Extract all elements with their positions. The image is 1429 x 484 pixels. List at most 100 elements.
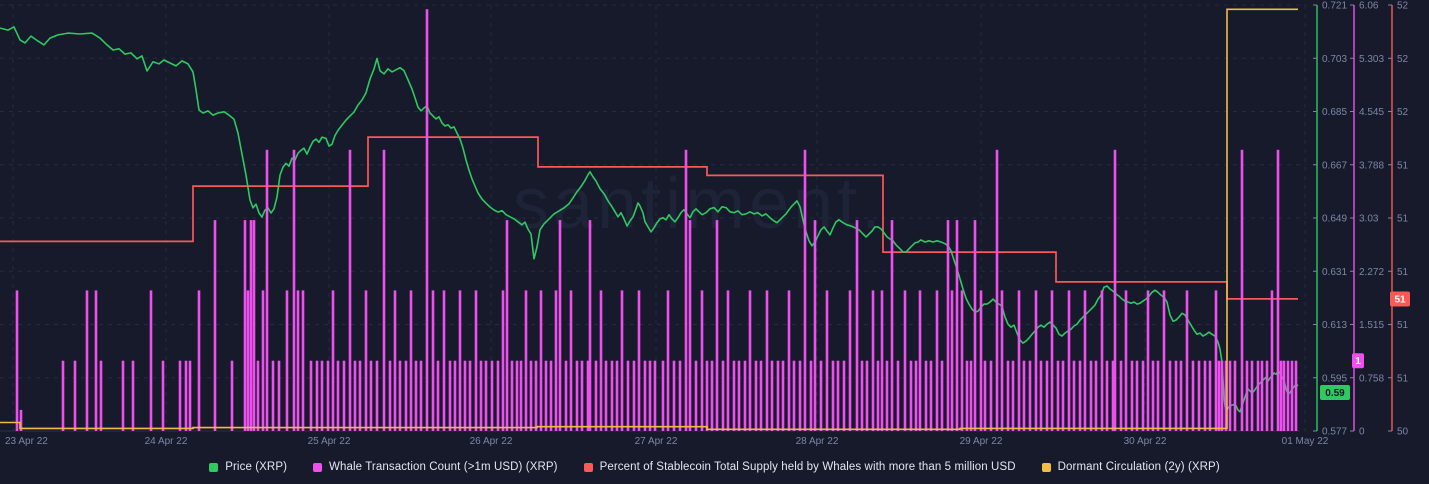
legend-item-0[interactable]: Price (XRP): [209, 461, 287, 473]
whale-transaction-bar: [787, 290, 791, 431]
whale-transaction-bar: [161, 360, 165, 431]
whale-transaction-bar: [825, 290, 829, 431]
price-chart-canvas[interactable]: santiment.0.7210.7030.6850.6670.6490.631…: [0, 0, 1429, 452]
whale-transaction-bar: [292, 149, 296, 432]
whale-transaction-bar: [890, 220, 894, 431]
whale-transaction-bar: [1270, 290, 1274, 431]
whale-transaction-bar: [969, 360, 973, 431]
whale-transaction-bar: [1197, 360, 1201, 431]
whale-transaction-bar: [1111, 360, 1115, 431]
whale-transaction-bar: [271, 360, 275, 431]
whale-transaction-bar: [558, 220, 562, 431]
whale-transaction-bar: [1279, 360, 1283, 431]
legend-label: Whale Transaction Count (>1m USD) (XRP): [329, 461, 558, 473]
whale-transaction-bar: [792, 360, 796, 431]
whale-transaction-bar: [501, 290, 505, 431]
stablecoin-axis-tick-label: 51: [1397, 214, 1409, 225]
whale-transaction-bar: [1124, 290, 1128, 431]
price-axis-tick-label: 0.631: [1322, 267, 1347, 278]
whale-transaction-bar: [99, 360, 103, 431]
whale-transaction-bar: [1050, 290, 1054, 431]
price-axis-tick-label: 0.685: [1322, 107, 1347, 118]
whale-transaction-bar: [184, 360, 188, 431]
whale-transaction-bar: [1208, 360, 1212, 431]
stablecoin-supply-step-line: [0, 136, 1298, 300]
whale-transaction-bar: [342, 360, 346, 431]
whale-transaction-bar: [918, 290, 922, 431]
whale-transaction-bar: [515, 360, 519, 431]
whale-last-value-badge: [1352, 353, 1364, 369]
whale-transaction-bar: [836, 360, 840, 431]
whale-transaction-bar: [737, 360, 741, 431]
whale-transaction-bar: [831, 360, 835, 431]
whale-transaction-bar: [1174, 360, 1178, 431]
whale-transaction-bar: [1061, 360, 1065, 431]
whale-transaction-bar: [615, 360, 619, 431]
whale-transaction-bar: [1290, 360, 1294, 431]
stablecoin-axis-tick-label: 51: [1397, 160, 1409, 171]
whale-transaction-bar: [348, 149, 352, 432]
whale-transaction-bar: [510, 360, 514, 431]
whale-transaction-bar: [569, 290, 573, 431]
whale-transaction-bar: [876, 360, 880, 431]
whale-transaction-bar: [539, 290, 543, 431]
whale-transaction-bar: [626, 360, 630, 431]
whale-transaction-bar: [315, 360, 319, 431]
whale-transaction-bar: [1168, 360, 1172, 431]
whale-transaction-bar: [1203, 360, 1207, 431]
whale-transaction-bar: [436, 360, 440, 431]
whale-axis-tick-label: 4.545: [1359, 107, 1384, 118]
whale-axis-tick-label: 0.758: [1359, 373, 1384, 384]
legend-label: Price (XRP): [225, 461, 288, 473]
whale-transaction-bar: [490, 360, 494, 431]
stablecoin-axis-tick-label: 51: [1397, 320, 1409, 331]
stablecoin-axis-tick-label: 52: [1397, 54, 1409, 65]
whale-axis-tick-label: 0: [1359, 427, 1365, 438]
legend-item-3[interactable]: Dormant Circulation (2y) (XRP): [1041, 461, 1220, 473]
price-axis-tick-label: 0.721: [1322, 1, 1347, 12]
whale-transaction-bar: [929, 360, 933, 431]
whale-transaction-bar: [1240, 149, 1244, 432]
whale-transaction-bar: [19, 409, 23, 431]
whale-transaction-bar: [1119, 360, 1123, 431]
whale-transaction-bar: [809, 360, 813, 431]
whale-transaction-bar: [246, 290, 250, 431]
whale-transaction-bar: [965, 360, 969, 431]
legend-label: Percent of Stablecoin Total Supply held …: [599, 461, 1016, 473]
whale-transaction-bar: [178, 360, 182, 431]
whale-transaction-bar: [871, 290, 875, 431]
whale-transaction-bar: [1220, 360, 1224, 431]
whale-transaction-bar: [754, 360, 758, 431]
whale-transaction-bar: [409, 290, 413, 431]
whale-transaction-bar: [197, 290, 201, 431]
whale-transaction-bar: [1011, 360, 1015, 431]
whale-axis-tick-label: 2.272: [1359, 267, 1384, 278]
stablecoin-last-value-badge: [1390, 291, 1410, 307]
whale-transaction-bar: [700, 290, 704, 431]
whale-transaction-bar: [684, 149, 688, 432]
x-axis-date-label: 23 Apr 22: [5, 436, 48, 447]
whale-transaction-bar: [726, 290, 730, 431]
price-axis-tick-label: 0.577: [1322, 427, 1347, 438]
whale-transaction-bar: [989, 360, 993, 431]
whale-transaction-bar: [529, 360, 533, 431]
price-last-value-badge: [1320, 385, 1350, 401]
whale-transaction-bar: [1045, 360, 1049, 431]
whale-transaction-bar: [1151, 360, 1155, 431]
whale-transaction-bar: [149, 290, 153, 431]
whale-transaction-bar: [1214, 290, 1218, 431]
whale-transaction-bar: [331, 290, 335, 431]
whale-transaction-bar: [950, 290, 954, 431]
whale-transaction-bar: [721, 360, 725, 431]
whale-transaction-bar: [336, 360, 340, 431]
whale-transaction-bar: [393, 290, 397, 431]
whale-transaction-bar: [85, 290, 89, 431]
whale-transaction-bar: [1286, 360, 1290, 431]
stablecoin-axis-tick-label: 51: [1397, 267, 1409, 278]
x-axis-date-label: 29 Apr 22: [960, 436, 1003, 447]
legend-item-2[interactable]: Percent of Stablecoin Total Supply held …: [583, 461, 1016, 473]
legend-item-1[interactable]: Whale Transaction Count (>1m USD) (XRP): [313, 461, 558, 473]
whale-transaction-bar: [765, 290, 769, 431]
whale-transaction-bar: [580, 360, 584, 431]
whale-transaction-bar: [265, 149, 269, 432]
